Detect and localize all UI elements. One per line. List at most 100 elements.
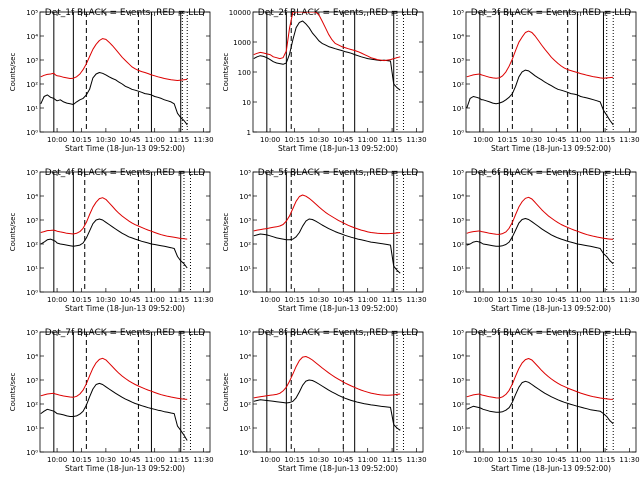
plot-frame xyxy=(39,11,211,133)
panel-det1: Det_1f BLACK = Events, RED = LLD 10:00 10:… xyxy=(9,8,214,153)
panel-det2: Det_2f BLACK = Events, RED = LLD 10:00 10:… xyxy=(222,8,427,153)
x-tick-label: 11:00 xyxy=(571,456,591,464)
x-axis-label: Start Time (18-Jun-13 09:52:00) xyxy=(491,144,611,153)
x-tick-label: 10:45 xyxy=(333,296,353,304)
x-tick-label: 11:30 xyxy=(619,296,639,304)
panel-title: Det_3f BLACK = Events, RED = LLD xyxy=(471,8,631,18)
series-events xyxy=(466,218,614,265)
y-tick-label: 1 xyxy=(247,129,251,137)
x-tick-label: 10:15 xyxy=(497,296,517,304)
x-tick-label: 10:30 xyxy=(309,456,329,464)
x-tick-label: 11:30 xyxy=(619,456,639,464)
y-tick-label: 10³ xyxy=(452,217,464,225)
y-tick-label: 10³ xyxy=(452,377,464,385)
series-events xyxy=(253,20,401,91)
y-axis-label: Counts/sec xyxy=(9,373,17,412)
y-axis-label: Counts/sec xyxy=(222,53,230,92)
x-tick-label: 11:15 xyxy=(169,456,189,464)
y-axis-label: Counts/sec xyxy=(9,213,17,252)
panel-title: Det_1f BLACK = Events, RED = LLD xyxy=(45,8,205,18)
series-events xyxy=(253,218,401,274)
plot-area xyxy=(466,332,614,452)
plot-area xyxy=(40,172,191,292)
plot-frame xyxy=(252,11,424,133)
x-tick-label: 11:00 xyxy=(145,296,165,304)
y-tick-label: 10⁴ xyxy=(452,193,464,201)
plot-frame xyxy=(39,171,211,293)
y-tick-label: 10³ xyxy=(452,57,464,65)
x-tick-label: 10:45 xyxy=(120,296,140,304)
x-tick-label: 11:00 xyxy=(358,136,378,144)
x-tick-label: 10:15 xyxy=(497,136,517,144)
y-tick-label: 10² xyxy=(452,81,464,89)
x-tick-label: 10:45 xyxy=(546,456,566,464)
y-tick-label: 10¹ xyxy=(26,425,38,433)
x-tick-label: 10:00 xyxy=(260,136,280,144)
x-tick-label: 10:30 xyxy=(309,136,329,144)
x-axis-label: Start Time (18-Jun-13 09:52:00) xyxy=(278,144,398,153)
panel-det7: Det_7f BLACK = Events, RED = LLD 10:00 10:… xyxy=(9,328,214,473)
x-tick-label: 10:15 xyxy=(71,136,91,144)
series-lld xyxy=(466,30,614,79)
x-tick-label: 10:30 xyxy=(96,456,116,464)
x-tick-label: 10:00 xyxy=(473,136,493,144)
y-tick-label: 10⁰ xyxy=(452,129,464,137)
x-tick-label: 11:15 xyxy=(382,296,402,304)
panel-det6: Det_6f BLACK = Events, RED = LLD 10:00 10:… xyxy=(452,168,639,313)
plot-area xyxy=(466,172,614,292)
x-tick-label: 10:15 xyxy=(71,456,91,464)
x-tick-label: 11:30 xyxy=(193,296,213,304)
x-tick-label: 10:00 xyxy=(473,296,493,304)
panel-title: Det_9f BLACK = Events, RED = LLD xyxy=(471,328,631,338)
y-tick-label: 10⁴ xyxy=(452,353,464,361)
x-tick-label: 11:30 xyxy=(193,136,213,144)
x-tick-label: 10:00 xyxy=(473,456,493,464)
x-axis-label: Start Time (18-Jun-13 09:52:00) xyxy=(65,304,185,313)
y-tick-label: 10² xyxy=(452,241,464,249)
plot-area xyxy=(466,12,614,132)
y-tick-label: 10⁴ xyxy=(452,33,464,41)
plot-frame xyxy=(465,171,637,293)
y-tick-label: 10⁰ xyxy=(26,449,38,457)
series-events xyxy=(466,380,614,425)
y-tick-label: 10¹ xyxy=(452,265,464,273)
series-lld xyxy=(40,38,188,81)
y-tick-label: 10¹ xyxy=(239,425,251,433)
y-tick-label: 10⁵ xyxy=(452,329,464,337)
y-tick-label: 10¹ xyxy=(452,425,464,433)
y-tick-label: 10⁵ xyxy=(239,329,251,337)
y-tick-label: 10³ xyxy=(239,377,251,385)
y-tick-label: 10¹ xyxy=(452,105,464,113)
y-tick-label: 10⁵ xyxy=(452,169,464,177)
panel-title: Det_7f BLACK = Events, RED = LLD xyxy=(45,328,205,338)
x-tick-label: 10:45 xyxy=(546,136,566,144)
y-tick-label: 100 xyxy=(238,69,251,77)
x-tick-label: 11:15 xyxy=(169,136,189,144)
y-tick-label: 10⁰ xyxy=(26,129,38,137)
y-tick-label: 10⁴ xyxy=(26,193,38,201)
x-tick-label: 10:30 xyxy=(522,456,542,464)
x-tick-label: 11:30 xyxy=(406,296,426,304)
x-tick-label: 10:00 xyxy=(47,296,67,304)
x-tick-label: 10:45 xyxy=(120,456,140,464)
y-tick-label: 10⁴ xyxy=(239,193,251,201)
panel-det8: Det_8f BLACK = Events, RED = LLD 10:00 10:… xyxy=(222,328,427,473)
plot-frame xyxy=(252,331,424,453)
x-tick-label: 10:30 xyxy=(309,296,329,304)
x-tick-label: 11:00 xyxy=(145,136,165,144)
y-axis-label: Counts/sec xyxy=(9,53,17,92)
x-tick-label: 10:15 xyxy=(284,456,304,464)
x-tick-label: 11:30 xyxy=(406,456,426,464)
x-tick-label: 11:00 xyxy=(571,296,591,304)
panel-det9: Det_9f BLACK = Events, RED = LLD 10:00 10:… xyxy=(452,328,639,473)
plot-area xyxy=(253,172,404,292)
y-tick-label: 10¹ xyxy=(26,105,38,113)
y-axis-label: Counts/sec xyxy=(222,213,230,252)
series-events xyxy=(40,72,188,126)
y-axis-label: Counts/sec xyxy=(222,373,230,412)
panel-title: Det_2f BLACK = Events, RED = LLD xyxy=(258,8,418,18)
y-tick-label: 10⁰ xyxy=(239,449,251,457)
x-tick-label: 11:15 xyxy=(595,296,615,304)
y-tick-label: 10¹ xyxy=(239,265,251,273)
y-tick-label: 10⁰ xyxy=(452,289,464,297)
